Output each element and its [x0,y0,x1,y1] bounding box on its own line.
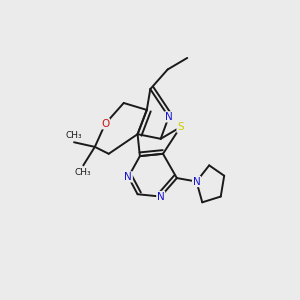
Text: S: S [177,122,184,132]
Text: N: N [124,172,132,182]
Text: O: O [101,119,110,129]
Text: N: N [193,176,200,187]
Text: N: N [165,112,172,122]
Text: N: N [157,191,165,202]
Text: CH₃: CH₃ [75,168,92,177]
Text: CH₃: CH₃ [66,131,83,140]
